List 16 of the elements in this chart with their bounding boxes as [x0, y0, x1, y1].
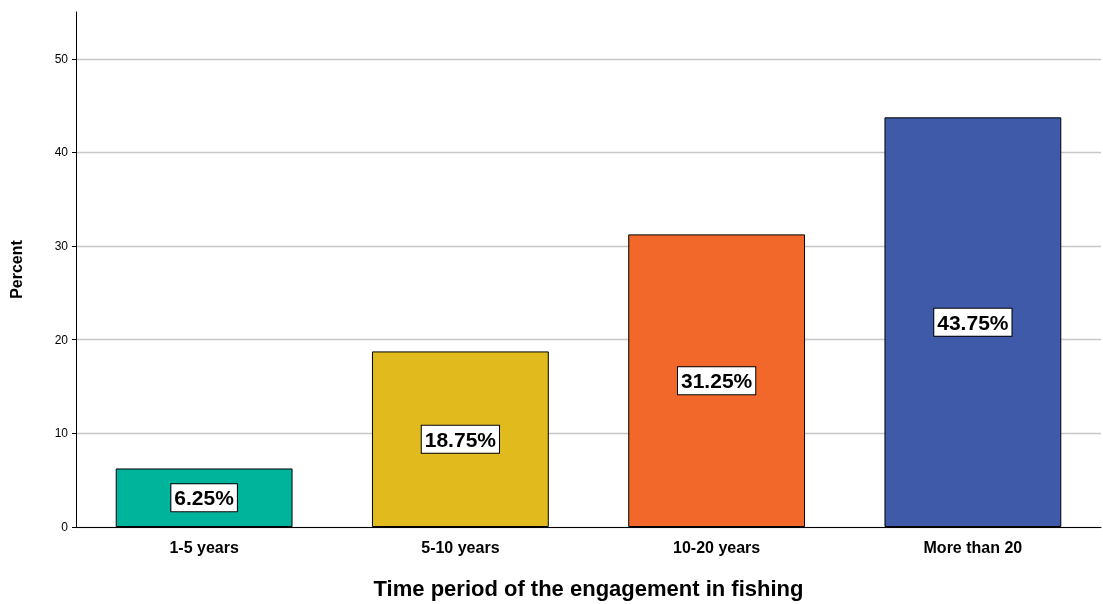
data-label: 18.75%: [424, 427, 497, 451]
y-tick-label: 0: [61, 520, 69, 534]
x-tick-label: 1-5 years: [169, 538, 239, 556]
data-label: 31.25%: [681, 369, 753, 393]
y-tick-label: 10: [54, 426, 69, 441]
x-axis-title: Time period of the engagement in fishing: [373, 575, 804, 601]
y-axis-title: Percent: [7, 239, 25, 299]
x-tick-label: More than 20: [923, 538, 1023, 556]
data-label: 43.75%: [937, 310, 1009, 334]
y-tick-label: 30: [54, 239, 69, 254]
x-tick-label: 10-20 years: [673, 538, 761, 556]
y-tick-label: 50: [54, 51, 69, 66]
y-tick-label: 20: [54, 332, 69, 347]
x-tick-label: 5-10 years: [421, 538, 500, 556]
y-tick-label: 40: [54, 145, 69, 160]
data-label: 6.25%: [174, 486, 235, 510]
